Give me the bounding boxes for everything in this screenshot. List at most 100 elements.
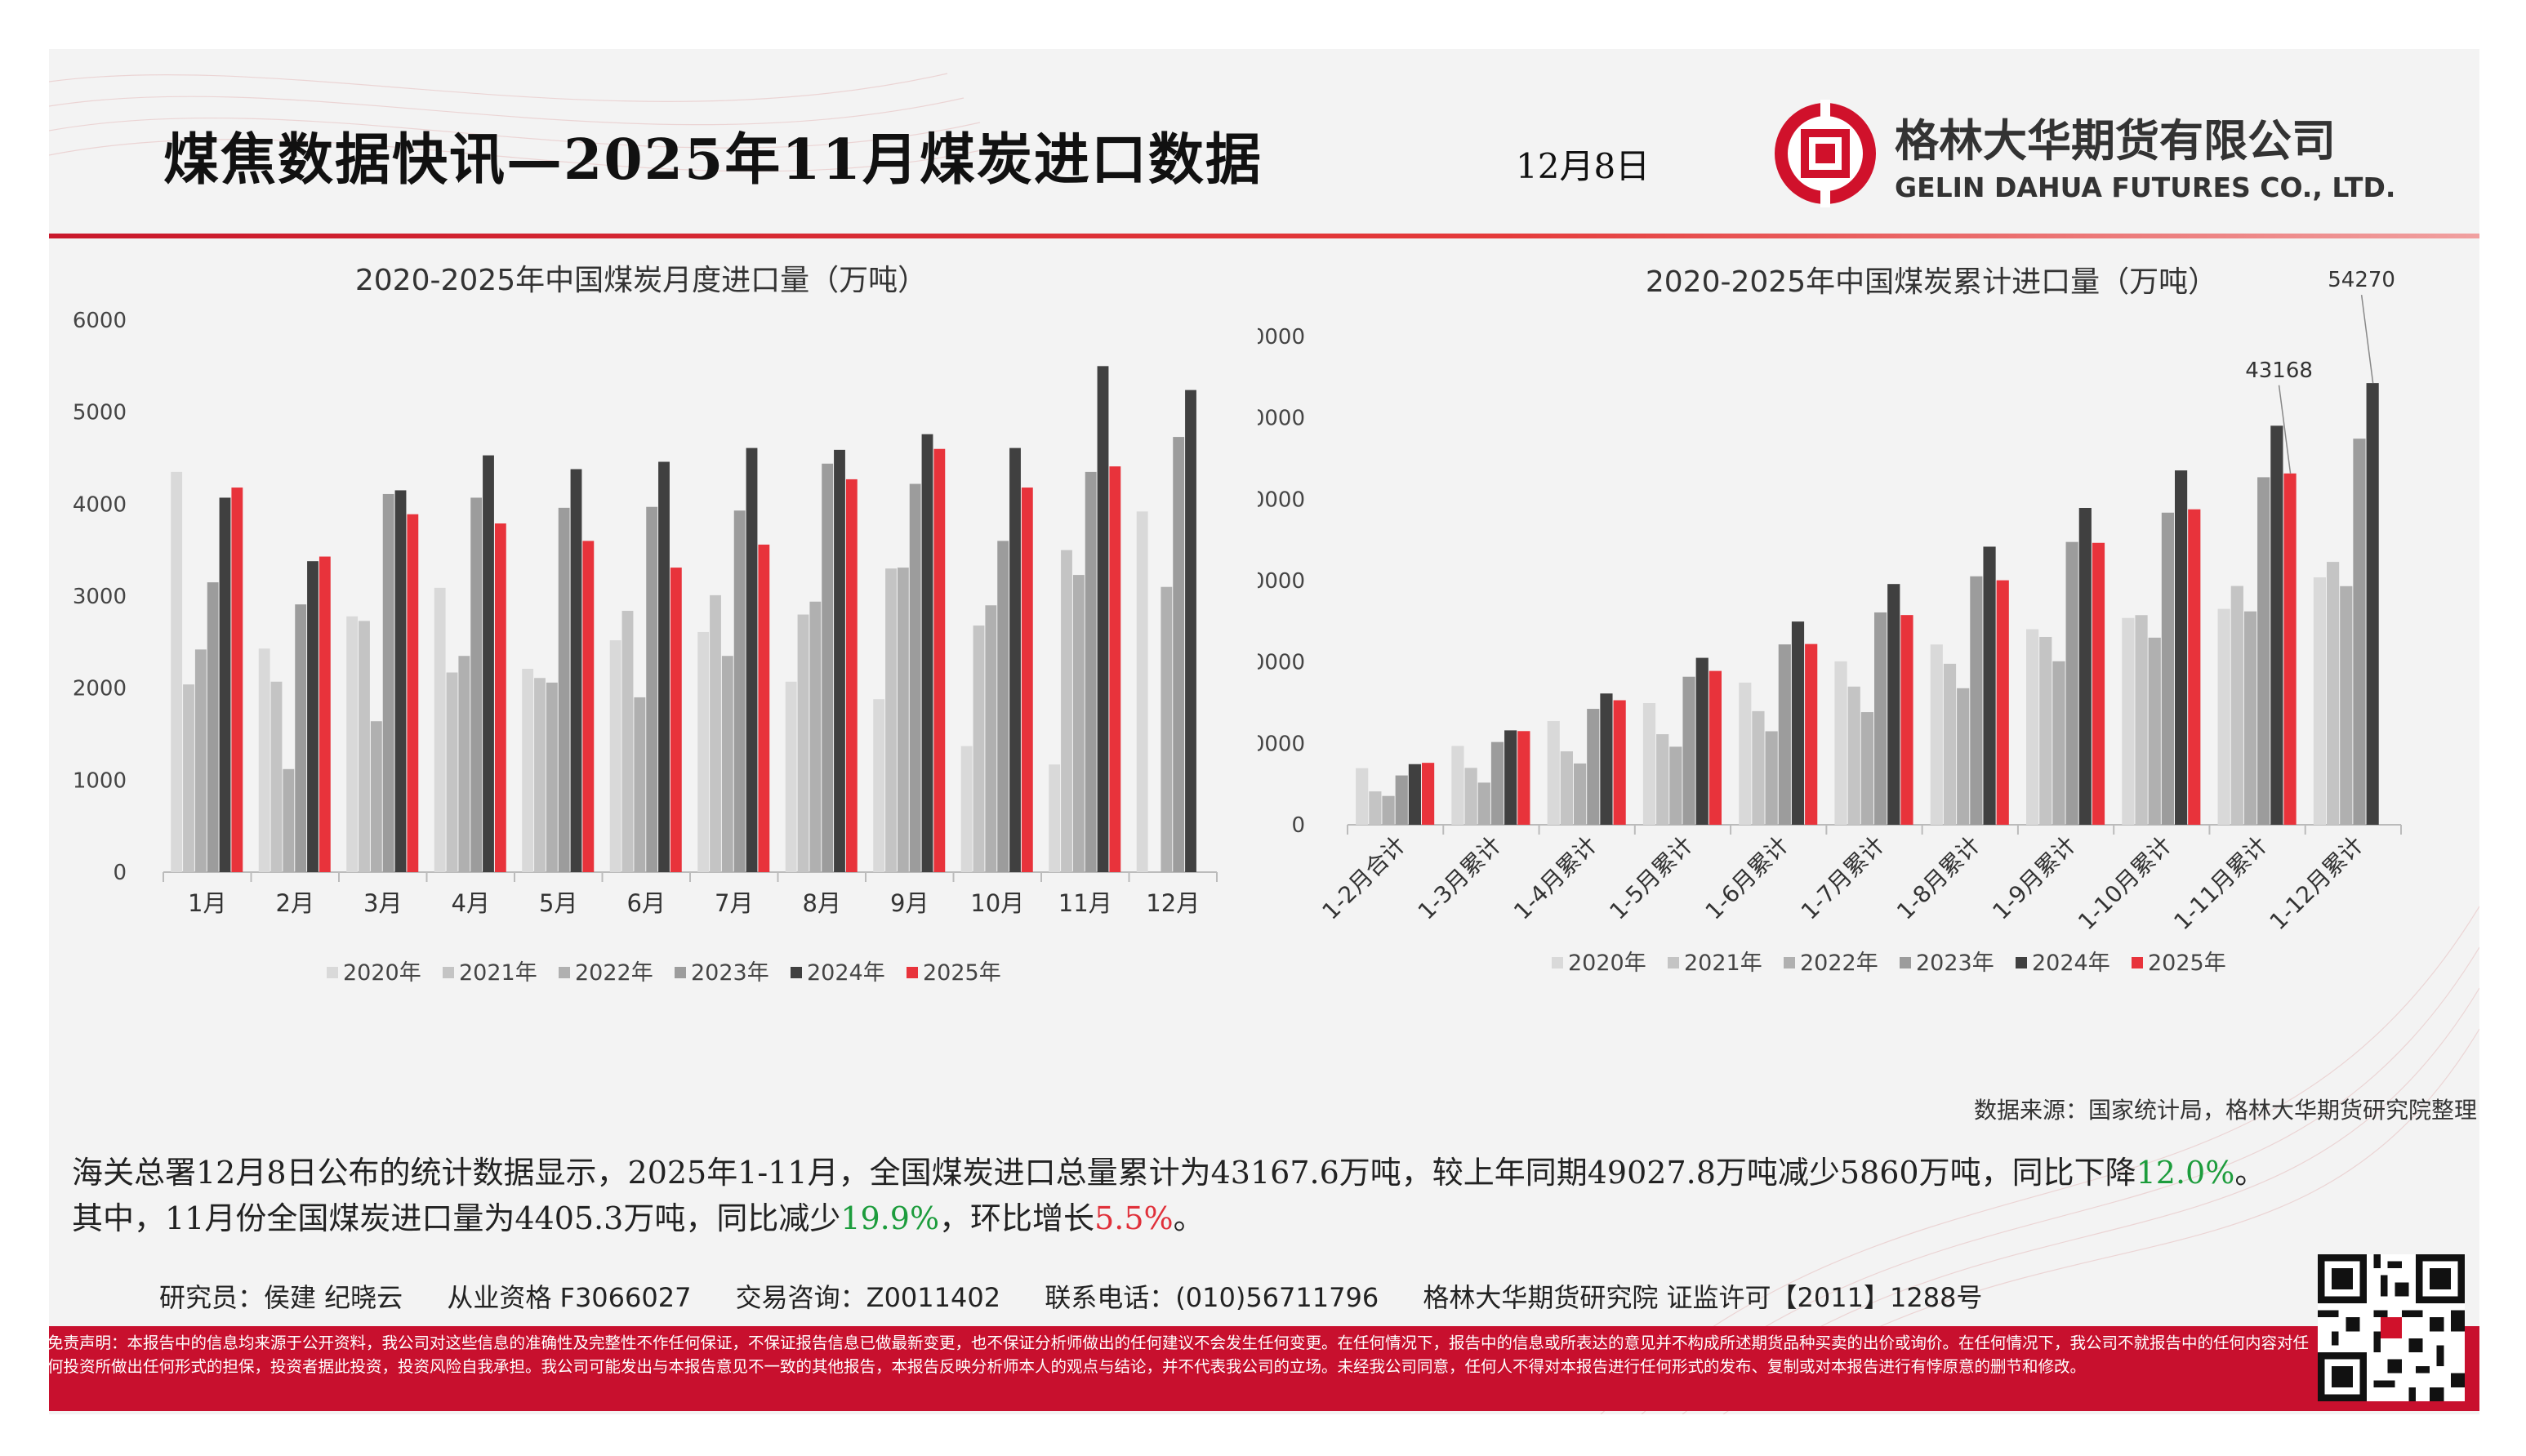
x-tick-label: 7月	[715, 889, 753, 917]
x-tick-label: 12月	[1146, 889, 1200, 917]
bar-2022年-1-8月累计	[1957, 688, 1970, 825]
report-date: 12月8日	[1516, 146, 1651, 186]
bar-2025年-1-8月累计	[1996, 580, 2009, 825]
bar-2025年-2月	[319, 556, 331, 872]
bar-2023年-1月	[207, 582, 219, 872]
staff-info: 研究员：侯建 纪晓云 从业资格 F3066027 交易咨询：Z0011402 联…	[159, 1277, 2018, 1315]
legend-label: 2022年	[1800, 951, 1878, 976]
summary-text: 。	[2234, 1155, 2266, 1191]
bar-2020年-1-11月累计	[2217, 608, 2230, 825]
bar-2021年-1-4月累计	[1560, 751, 1573, 825]
bar-2023年-3月	[382, 493, 394, 872]
bar-2020年-1-4月累计	[1547, 721, 1560, 825]
bar-2020年-1月	[171, 471, 183, 872]
summary-text: 其中，11月份全国煤炭进口量为4405.3万吨，同比减少	[72, 1200, 841, 1236]
legend-swatch-2021年	[443, 967, 454, 978]
bar-2022年-2月	[283, 768, 295, 872]
bar-2023年-1-3月累计	[1490, 741, 1504, 825]
bar-2025年-1月	[231, 488, 243, 872]
disclaimer-text: 免责声明：本报告中的信息均来源于公开资料，我公司对这些信息的准确性及完整性不作任…	[47, 1334, 2310, 1376]
summary-line-2: 其中，11月份全国煤炭进口量为4405.3万吨，同比减少19.9%，环比增长5.…	[72, 1196, 2457, 1241]
bar-2020年-4月	[434, 587, 446, 872]
bar-2024年-1月	[219, 497, 231, 872]
bar-2022年-5月	[546, 682, 558, 872]
bar-2024年-1-4月累计	[1600, 693, 1613, 825]
bar-2020年-6月	[609, 640, 621, 872]
x-tick-label: 1-12月累计	[2265, 831, 2369, 936]
x-tick-label: 1-10月累计	[2073, 831, 2177, 936]
legend-swatch-2022年	[1784, 957, 1795, 968]
bar-2023年-1-12月累计	[2353, 439, 2366, 825]
legend-label: 2021年	[1684, 951, 1762, 976]
bar-2024年-11月	[1097, 366, 1109, 872]
header-divider	[49, 234, 2479, 238]
bar-2023年-1-6月累计	[1778, 644, 1791, 825]
bar-2025年-1-10月累计	[2188, 509, 2201, 825]
bar-2024年-1-5月累计	[1695, 657, 1709, 825]
x-tick-label: 10月	[970, 889, 1024, 917]
bar-2025年-1-6月累计	[1805, 643, 1818, 825]
annotation-label: 43168	[2245, 358, 2313, 383]
bar-2024年-1-6月累计	[1791, 621, 1805, 825]
bar-2021年-2月	[270, 681, 283, 872]
bar-2021年-1-3月累计	[1464, 768, 1477, 825]
cumulative-import-chart: 2020-2025年中国煤炭累计进口量（万吨） 0 10000 20000 30000 4…	[1237, 245, 2475, 1008]
bar-2022年-4月	[458, 656, 470, 872]
chart-title: 2020-2025年中国煤炭累计进口量（万吨）	[1646, 265, 2217, 299]
y-tick-label: 10000	[1258, 732, 1305, 756]
legend-swatch-2020年	[1552, 957, 1563, 968]
legend-label: 2025年	[923, 960, 1001, 986]
bar-2023年-2月	[295, 604, 307, 872]
bar-2022年-6月	[634, 697, 646, 872]
bar-2025年-8月	[845, 479, 858, 872]
bar-2022年-8月	[809, 601, 822, 872]
yoy-monthly-pct: 19.9%	[840, 1200, 940, 1236]
x-tick-label: 3月	[363, 889, 402, 917]
bar-2021年-1-6月累计	[1752, 710, 1765, 825]
y-tick-label: 30000	[1258, 569, 1305, 594]
y-tick-label: 2000	[73, 677, 127, 701]
bar-2025年-1-5月累计	[1709, 670, 1722, 825]
bar-2020年-5月	[522, 669, 534, 872]
bar-2022年-12月	[1161, 586, 1173, 872]
bar-2022年-1-7月累计	[1860, 712, 1873, 825]
bar-2025年-6月	[670, 568, 682, 872]
bar-2024年-2月	[307, 561, 319, 872]
bar-2020年-8月	[785, 681, 797, 872]
bar-2024年-1-3月累计	[1504, 730, 1517, 825]
bar-2024年-1-12月累计	[2366, 383, 2379, 825]
bar-2021年-1-8月累计	[1943, 663, 1957, 825]
legend-label: 2025年	[2148, 951, 2226, 976]
bar-2021年-7月	[710, 594, 721, 872]
legend-swatch-2024年	[791, 967, 802, 978]
legend-label: 2023年	[691, 960, 769, 986]
bar-2022年-1-2月合计	[1382, 795, 1395, 825]
bar-2020年-10月	[960, 746, 973, 872]
x-tick-label: 1-9月累计	[1987, 831, 2081, 925]
x-tick-label: 1-11月累计	[2168, 831, 2273, 936]
bar-2021年-6月	[621, 611, 634, 872]
y-tick-label: 3000	[73, 585, 127, 609]
bar-2023年-9月	[909, 483, 921, 872]
bar-2024年-1-9月累计	[2078, 507, 2092, 825]
license-number: 格林大华期货研究院 证监许可【2011】1288号	[1423, 1282, 1983, 1313]
legend-swatch-2025年	[2132, 957, 2143, 968]
bar-2023年-1-8月累计	[1970, 576, 1983, 825]
x-tick-label: 4月	[452, 889, 490, 917]
bar-2022年-3月	[370, 721, 382, 872]
bar-2021年-1-2月合计	[1369, 791, 1382, 825]
y-tick-label: 40000	[1258, 488, 1305, 512]
x-tick-label: 6月	[627, 889, 666, 917]
bar-2021年-4月	[446, 672, 458, 872]
bar-2022年-10月	[985, 605, 997, 872]
bar-2024年-8月	[834, 449, 845, 872]
bar-2021年-10月	[973, 626, 985, 872]
bar-2024年-10月	[1009, 447, 1021, 872]
bar-2023年-1-11月累计	[2257, 477, 2270, 825]
bar-2021年-1-5月累计	[1656, 734, 1669, 825]
bar-2021年-3月	[359, 621, 370, 872]
bar-2020年-2月	[258, 648, 270, 872]
bar-2023年-12月	[1173, 437, 1185, 872]
bar-2022年-1-11月累计	[2243, 611, 2257, 825]
bar-2020年-9月	[873, 699, 885, 872]
